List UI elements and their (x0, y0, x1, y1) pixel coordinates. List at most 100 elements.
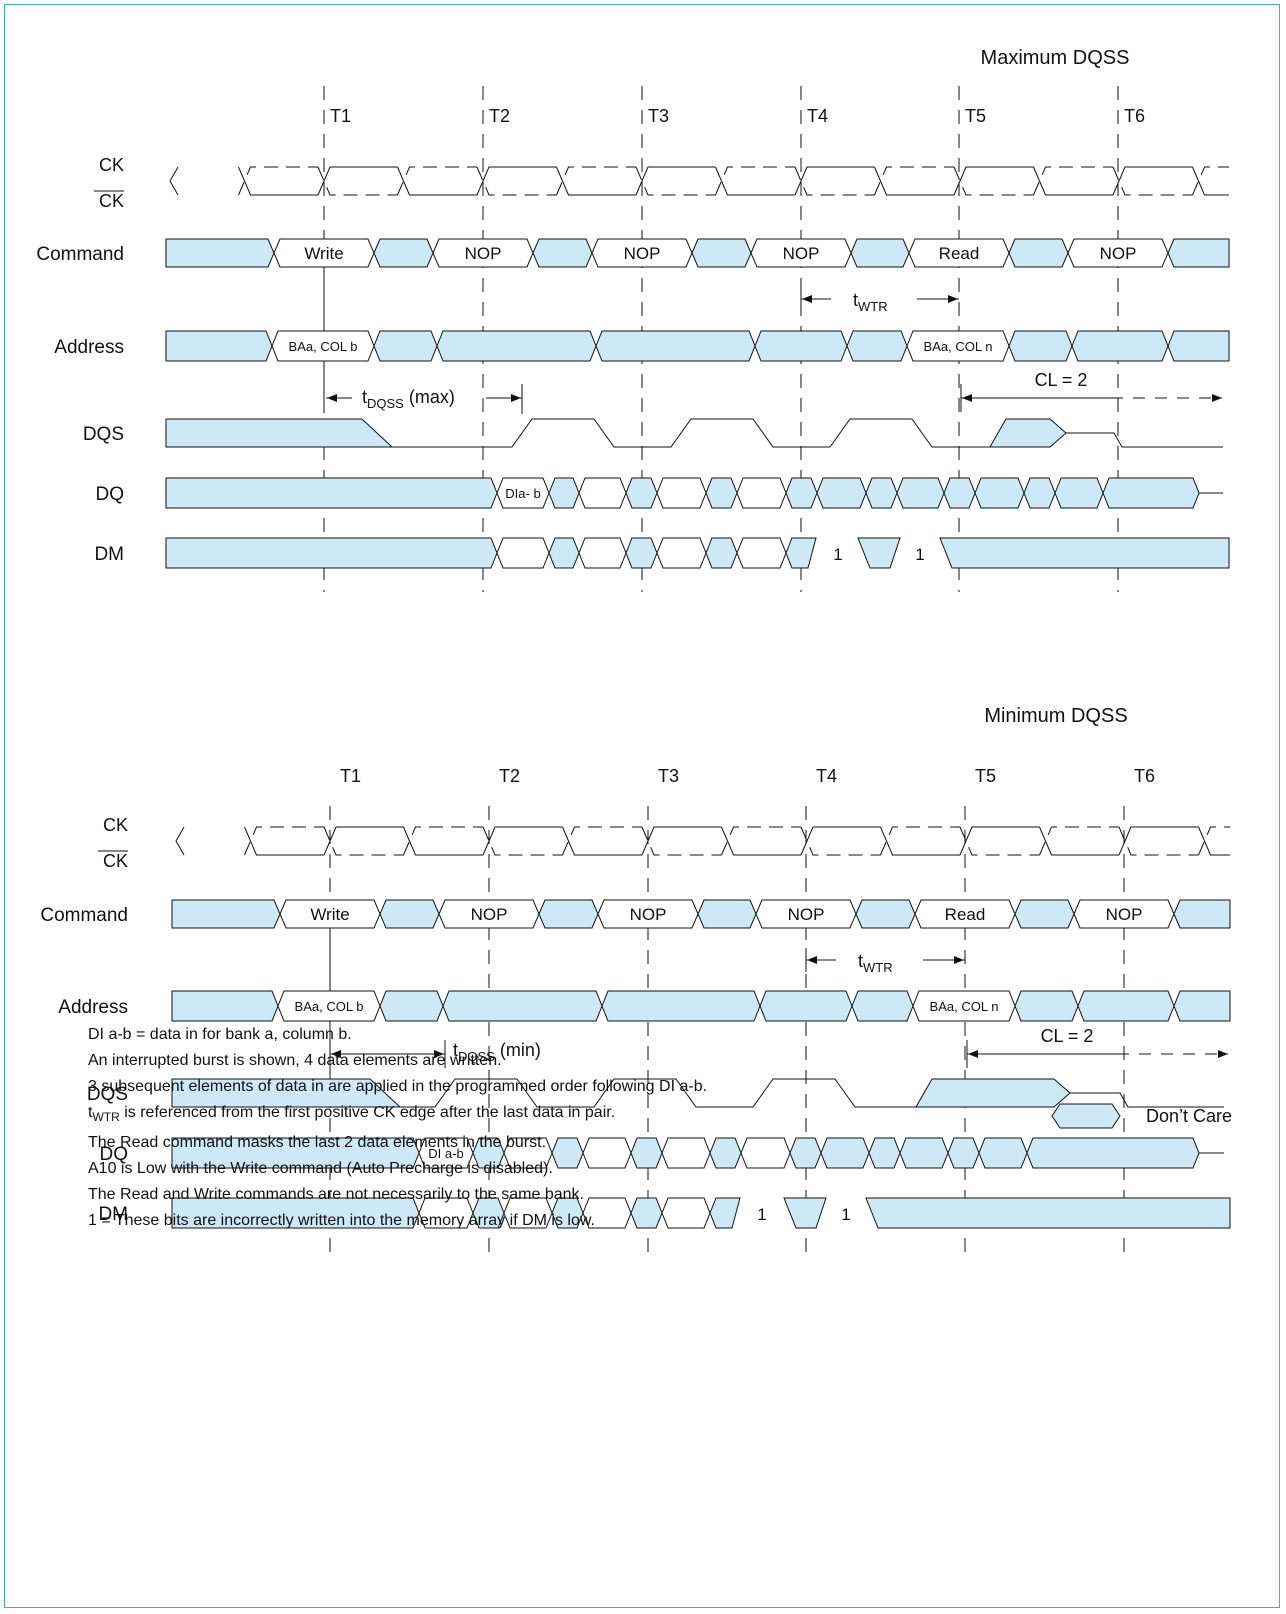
address-label: BAa, COL n (924, 339, 993, 354)
address-dont-care (595, 330, 756, 362)
tick-label-t6: T6 (1134, 766, 1155, 786)
cl-arrowhead-right (1212, 394, 1222, 402)
dq-dont-care (171, 1137, 420, 1169)
dm-one-label: 1 (915, 545, 924, 564)
note-4-sub: WTR (92, 1110, 120, 1125)
tdqss-suffix: (min) (495, 1040, 541, 1060)
address-dont-care (759, 990, 853, 1022)
twtr-subscript: WTR (858, 299, 888, 314)
command-label: NOP (783, 244, 820, 263)
cl-arrowhead-right (1218, 1050, 1228, 1058)
twtr-label: tWTR (858, 951, 893, 975)
command-label: NOP (1100, 244, 1137, 263)
signal-label-ck: CK (99, 155, 124, 175)
cl-arrowhead-left (968, 1050, 978, 1058)
dq-dont-care (896, 477, 945, 509)
twtr-subscript: WTR (863, 960, 893, 975)
dm-dont-care (865, 1197, 1231, 1229)
address-dont-care (171, 990, 279, 1022)
tick-label-t3: T3 (648, 106, 669, 126)
address-dont-care (165, 330, 273, 362)
dq-data-cell (740, 1137, 791, 1169)
command-dont-care (691, 238, 752, 268)
signal-label-command: Command (40, 905, 128, 926)
note-6: A10 is Low with the Write command (Auto … (88, 1160, 553, 1178)
tick-label-t6: T6 (1124, 106, 1145, 126)
address-dont-care (373, 330, 438, 362)
command-dont-care (855, 899, 916, 929)
ck-waveform (238, 166, 1229, 196)
command-label: NOP (1106, 905, 1143, 924)
note-7: The Read and Write commands are not nece… (88, 1186, 584, 1204)
cl-label: CL = 2 (1035, 370, 1088, 390)
signal-label-ck-bar: CK (103, 851, 128, 871)
signal-label-address: Address (54, 337, 124, 358)
dq-dont-care (709, 1137, 742, 1169)
dq-dont-care (816, 477, 867, 509)
address-dont-care (442, 990, 603, 1022)
note-4: tWTR is referenced from the first positi… (88, 1100, 707, 1130)
command-label: NOP (624, 244, 661, 263)
tdqss-label: tDQSS (max) (362, 387, 455, 411)
tdqss-arrowhead-right (434, 1050, 444, 1058)
signal-label-dm: DM (98, 1204, 128, 1225)
twtr-arrowhead-right (948, 295, 958, 303)
command-dont-care (538, 899, 599, 929)
dm-masked-cell (857, 537, 901, 569)
dq-dont-care (785, 477, 818, 509)
dq-dont-care (899, 1137, 949, 1169)
dq-data-cell (578, 477, 627, 509)
tick-label-t2: T2 (499, 766, 520, 786)
command-dont-care (379, 899, 440, 929)
note-4-text: is referenced from the first positive CK… (119, 1104, 616, 1121)
dq-dont-care (865, 477, 898, 509)
address-dont-care (1167, 330, 1230, 362)
twtr-label: tWTR (853, 290, 888, 314)
dq-dont-care (165, 477, 498, 509)
dq-dont-care (820, 1137, 870, 1169)
address-label: BAa, COL b (289, 339, 358, 354)
signal-label-address: Address (58, 997, 128, 1018)
command-dont-care (171, 899, 281, 929)
ck-lead-in (175, 826, 185, 856)
command-dont-care (697, 899, 757, 929)
note-8: 1 = These bits are incorrectly written i… (88, 1212, 595, 1230)
dm-dont-care (705, 537, 738, 569)
address-dont-care (601, 990, 761, 1022)
note-5: The Read command masks the last 2 data e… (88, 1134, 547, 1152)
tdqss-subscript: DQSS (458, 1049, 495, 1064)
dqs-dont-care (165, 418, 394, 448)
dm-one-label: 1 (833, 545, 842, 564)
twtr-arrowhead-left (807, 956, 817, 964)
dm-data-cell (496, 537, 550, 569)
dq-dont-care (1023, 477, 1056, 509)
notes: DI a-b = data in for bank a, column b. A… (88, 1022, 707, 1234)
twtr-arrowhead-left (802, 295, 812, 303)
command-dont-care (1014, 899, 1075, 929)
tick-label-t5: T5 (965, 106, 986, 126)
dq-dont-care (548, 477, 580, 509)
address-dont-care (436, 330, 597, 362)
ck-bar-waveform (238, 166, 1229, 196)
command-dont-care (373, 238, 434, 268)
dm-masked-cell (783, 1197, 827, 1229)
signal-label-dq: DQ (100, 1144, 129, 1165)
dq-dont-care (625, 477, 658, 509)
command-label: Read (939, 244, 980, 263)
tick-label-t4: T4 (807, 106, 828, 126)
signal-label-dqs: DQS (83, 424, 124, 445)
command-dont-care (1008, 238, 1069, 268)
tdqss-subscript: DQSS (367, 396, 404, 411)
tick-label-t1: T1 (340, 766, 361, 786)
address-dont-care (846, 330, 908, 362)
command-dont-care (165, 238, 275, 268)
signal-label-dm: DM (94, 544, 124, 565)
dqs-waveform (392, 418, 990, 448)
dqs-tail (1066, 432, 1223, 448)
tick-label-t4: T4 (816, 766, 837, 786)
tick-label-t3: T3 (658, 766, 679, 786)
address-dont-care (1071, 330, 1169, 362)
dq-dont-care (705, 477, 738, 509)
command-label: Write (310, 905, 349, 924)
